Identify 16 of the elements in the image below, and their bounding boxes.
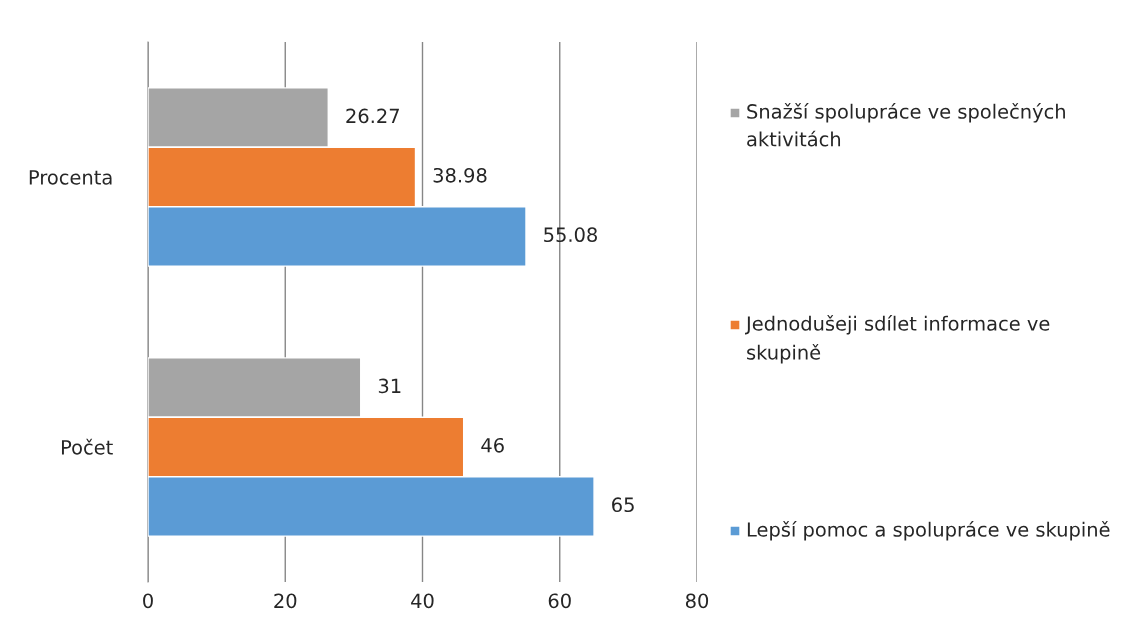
data-label: 26.27 bbox=[346, 108, 399, 124]
data-label: 65 bbox=[612, 497, 634, 513]
x-tick-label: 20 bbox=[274, 593, 297, 609]
x-tick-label: 80 bbox=[685, 593, 709, 609]
x-tick-label: 40 bbox=[411, 593, 434, 609]
y-tick-label: Počet bbox=[61, 438, 113, 455]
legend-label: Jednodušeji sdílet informace ve skupině bbox=[744, 315, 1050, 364]
y-tick-label: Procenta bbox=[29, 170, 112, 185]
x-tick-label: 60 bbox=[548, 593, 571, 609]
data-label: 38.98 bbox=[433, 167, 487, 183]
x-tick-label: 0 bbox=[143, 593, 153, 609]
legend-label: Lepší pomoc a spolupráce ve skupině bbox=[747, 521, 1110, 541]
data-label: 46 bbox=[481, 437, 504, 453]
legend-label: Snažší spolupráce ve společných aktivitách bbox=[747, 103, 1065, 147]
data-label: 31 bbox=[378, 378, 401, 394]
data-label: 55.08 bbox=[544, 227, 597, 243]
